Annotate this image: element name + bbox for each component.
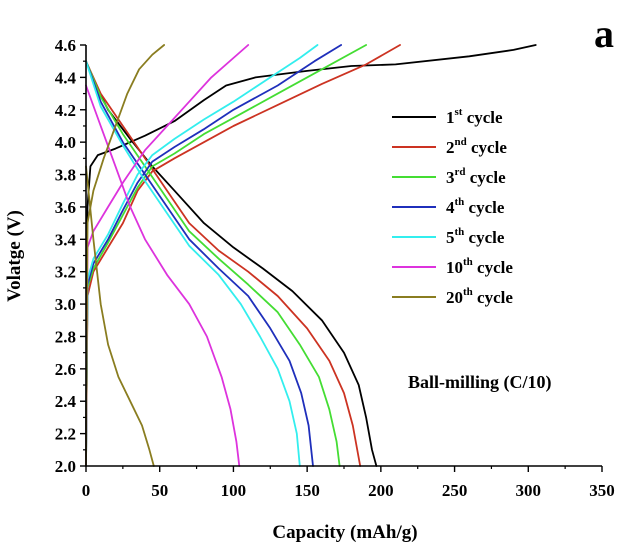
series-3-discharge-line (85, 60, 314, 467)
x-tick-label: 50 (151, 481, 168, 500)
series-6-charge-line (85, 44, 166, 467)
y-tick-label: 4.6 (55, 36, 76, 55)
panel-letter: a (594, 11, 614, 56)
y-tick-label: 2.2 (55, 425, 76, 444)
legend-item: 2nd cycle (392, 136, 507, 157)
y-tick-label: 3.4 (55, 230, 77, 249)
series-6-discharge-line (85, 165, 155, 467)
legend-item: 10th cycle (392, 256, 513, 277)
x-tick-label: 150 (294, 481, 320, 500)
y-tick-label: 4.2 (55, 101, 76, 120)
x-axis-title: Capacity (mAh/g) (272, 522, 417, 543)
series-4-discharge-line (85, 60, 301, 467)
y-tick-label: 4.4 (55, 68, 77, 87)
series-5-discharge-line (85, 84, 241, 467)
legend-item: 20th cycle (392, 286, 513, 307)
y-tick-label: 3.6 (55, 198, 76, 217)
y-tick-label: 2.8 (55, 327, 76, 346)
x-tick-label: 300 (516, 481, 542, 500)
legend-label: 10th cycle (446, 256, 513, 277)
series-2-charge-line (85, 44, 368, 467)
legend-item: 4th cycle (392, 196, 505, 217)
x-tick-label: 350 (589, 481, 615, 500)
x-tick-label: 0 (82, 481, 91, 500)
series-4-charge-line (85, 44, 319, 467)
legend-item: 5th cycle (392, 226, 505, 247)
series-3-charge-line (85, 44, 343, 467)
series-1-discharge-line (85, 60, 362, 467)
y-tick-label: 2.6 (55, 360, 76, 379)
y-tick-label: 3.2 (55, 263, 76, 282)
legend: 1st cycle 2nd cycle 3rd cycle 4th cycle 5th … (392, 106, 513, 307)
annotation-label: Ball-milling (C/10) (408, 372, 552, 393)
legend-label: 20th cycle (446, 286, 513, 307)
y-tick-label: 3.8 (55, 166, 76, 185)
y-tick-label: 2.4 (55, 392, 77, 411)
y-tick-label: 4.0 (55, 133, 76, 152)
legend-item: 1st cycle (392, 106, 503, 127)
legend-label: 5th cycle (446, 226, 505, 247)
x-tick-label: 250 (442, 481, 468, 500)
legend-label: 2nd cycle (446, 136, 507, 157)
series-5-charge-line (85, 44, 250, 467)
series-0-discharge-line (85, 60, 378, 467)
x-tick-label: 100 (221, 481, 247, 500)
series-1-charge-line (85, 44, 401, 467)
x-tick-label: 200 (368, 481, 394, 500)
axes-group: 0 50 100 150 200 250 300 350 2.0 2.2 2.4 2.6 2.8 3.0 3… (55, 36, 615, 500)
series-2-discharge-line (85, 60, 341, 467)
legend-item: 3rd cycle (392, 166, 506, 187)
y-tick-label: 2.0 (55, 457, 76, 476)
series-0-charge-line (85, 44, 537, 467)
legend-label: 1st cycle (446, 106, 503, 127)
legend-label: 3rd cycle (446, 166, 506, 187)
curves-group (85, 44, 537, 467)
legend-label: 4th cycle (446, 196, 505, 217)
y-axis-title: Volatge (V) (4, 210, 25, 302)
y-tick-label: 3.0 (55, 295, 76, 314)
